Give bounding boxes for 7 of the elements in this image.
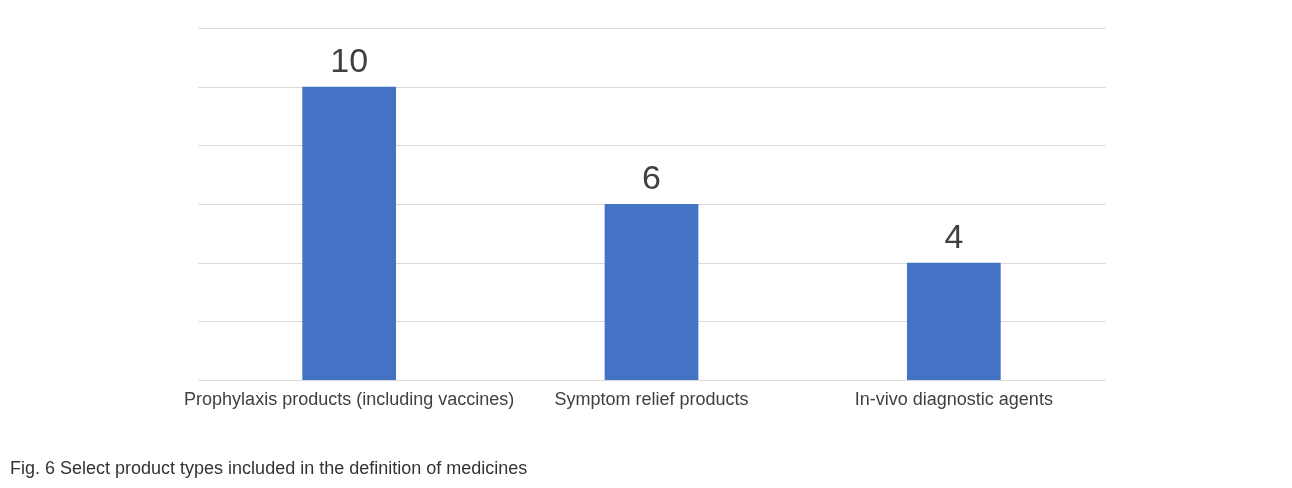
data-label: 6: [642, 158, 661, 196]
x-tick-label: Symptom relief products: [554, 388, 749, 409]
data-label: 4: [944, 216, 964, 255]
data-label: 10: [330, 40, 369, 79]
x-tick-label: Prophylaxis products (including vaccines): [184, 388, 515, 409]
caption: Fig. 6 Select product types included in the definition of medicines: [10, 458, 528, 479]
x-tick-label: In-vivo diagnostic agents: [854, 388, 1053, 409]
